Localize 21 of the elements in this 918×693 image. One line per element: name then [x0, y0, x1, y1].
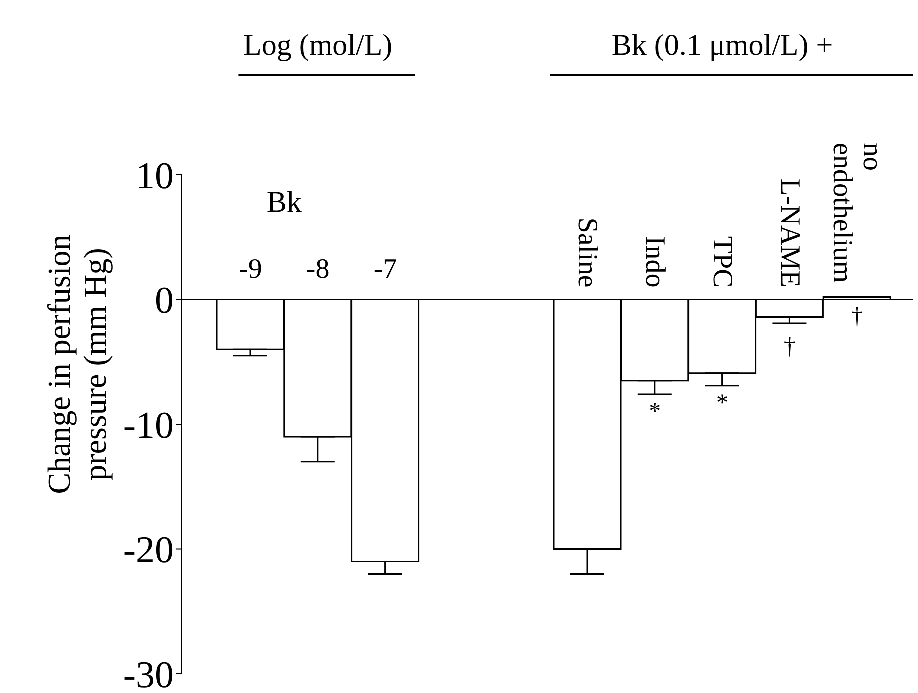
x-tick-label: -9: [239, 254, 262, 285]
annotation: *: [716, 390, 728, 416]
y-tick-label: 10: [136, 155, 174, 198]
y-tick-label: -30: [123, 654, 174, 693]
annotation: †: [784, 334, 796, 360]
x-tick-label: L-NAME: [774, 178, 806, 288]
x-tick-label: no endothelium: [826, 142, 888, 284]
x-tick-label: -8: [306, 254, 330, 285]
annotation: †: [851, 304, 864, 330]
y-tick-label: -10: [123, 404, 174, 447]
y-axis-title: Change in perfusion pressure (mm Hg): [41, 234, 113, 494]
x-tick-label: Saline: [572, 218, 604, 288]
text: Bk (0.1 μmol/L) +: [612, 29, 834, 62]
x-tick-label: TPC: [707, 236, 738, 288]
x-tick-label: Indo: [640, 236, 671, 288]
y-tick-label: -20: [123, 530, 174, 572]
annotation: *: [649, 399, 662, 426]
y-tick-label: 0: [155, 280, 174, 322]
text: Log (mol/L): [244, 29, 393, 62]
annotation: Bk: [266, 186, 302, 219]
x-tick-label: -7: [374, 254, 398, 285]
